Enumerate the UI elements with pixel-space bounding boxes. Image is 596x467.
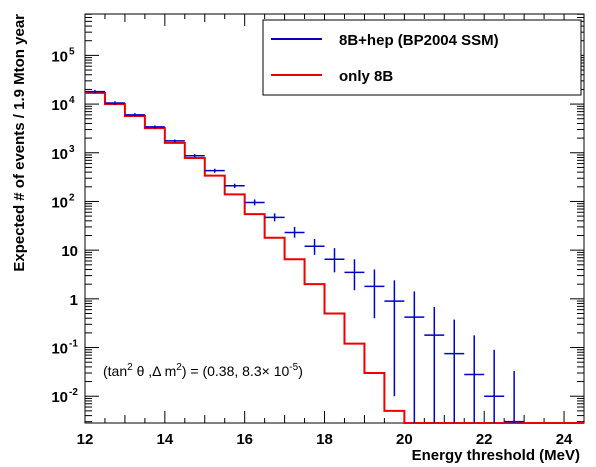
data-point-8b-hep xyxy=(104,101,125,105)
legend-label-only-8b: only 8B xyxy=(339,68,393,85)
y-axis-ticks xyxy=(85,13,584,423)
x-tick-label: 12 xyxy=(77,431,94,448)
y-tick-label: 10 xyxy=(51,194,68,211)
data-point-8b-hep xyxy=(264,213,285,222)
data-point-8b-hep xyxy=(444,319,465,423)
legend-box xyxy=(262,19,582,96)
x-tick-label: 18 xyxy=(316,431,333,448)
y-tick-label-exponent: 2 xyxy=(69,192,75,203)
x-tick-label: 24 xyxy=(556,431,573,448)
data-point-8b-hep xyxy=(364,269,385,319)
y-tick-label: 10 xyxy=(51,97,68,114)
series-8b-hep xyxy=(85,89,525,423)
legend-label-8b-hep: 8B+hep (BP2004 SSM) xyxy=(339,32,499,49)
x-tick-label: 16 xyxy=(236,431,253,448)
data-point-8b-hep xyxy=(144,125,165,129)
data-point-8b-hep xyxy=(224,183,245,189)
y-tick-label: 10 xyxy=(61,243,78,260)
data-point-8b-hep xyxy=(124,113,145,117)
y-tick-label: 1 xyxy=(70,292,78,309)
data-point-8b-hep xyxy=(404,291,425,423)
data-point-8b-hep xyxy=(304,238,325,255)
y-tick-label-exponent: -1 xyxy=(69,339,78,350)
y-tick-label-exponent: 3 xyxy=(69,144,75,155)
data-point-8b-hep xyxy=(464,335,485,423)
data-point-8b-hep xyxy=(164,139,185,143)
y-tick-label: 10 xyxy=(51,341,68,358)
y-tick-label-exponent: 5 xyxy=(69,46,75,57)
y-tick-label-exponent: 4 xyxy=(69,95,75,106)
data-point-8b-hep xyxy=(284,226,305,238)
data-point-8b-hep xyxy=(204,168,225,173)
parameter-annotation: (tan2 θ ,Δ m2) = (0.38, 8.3× 10-5) xyxy=(103,362,303,379)
data-point-8b-hep xyxy=(244,199,265,206)
y-tick-label: 10 xyxy=(51,48,68,65)
data-point-8b-hep xyxy=(344,259,365,291)
x-tick-label: 14 xyxy=(156,431,173,448)
data-point-8b-hep xyxy=(484,349,505,423)
x-tick-label: 20 xyxy=(396,431,413,448)
y-tick-label: 10 xyxy=(51,146,68,163)
x-tick-labels: 12 14 16 18 20 22 24 xyxy=(77,431,573,448)
data-point-8b-hep xyxy=(424,306,445,423)
y-axis-label: Expected # of events / 1.9 Mton year xyxy=(11,14,28,272)
data-point-8b-hep xyxy=(384,280,405,397)
x-axis-label: Energy threshold (MeV) xyxy=(412,447,580,464)
series-only-8b xyxy=(85,91,584,424)
data-point-8b-hep xyxy=(85,89,105,94)
only-8b-step-line xyxy=(85,91,584,424)
data-point-8b-hep xyxy=(184,154,205,158)
y-tick-label: 10 xyxy=(51,389,68,406)
y-tick-label-exponent: -2 xyxy=(69,387,78,398)
data-point-8b-hep xyxy=(504,370,525,423)
x-tick-label: 22 xyxy=(476,431,493,448)
plot-frame xyxy=(84,13,585,424)
legend: 8B+hep (BP2004 SSM) only 8B xyxy=(262,19,582,96)
data-point-8b-hep xyxy=(324,248,345,273)
